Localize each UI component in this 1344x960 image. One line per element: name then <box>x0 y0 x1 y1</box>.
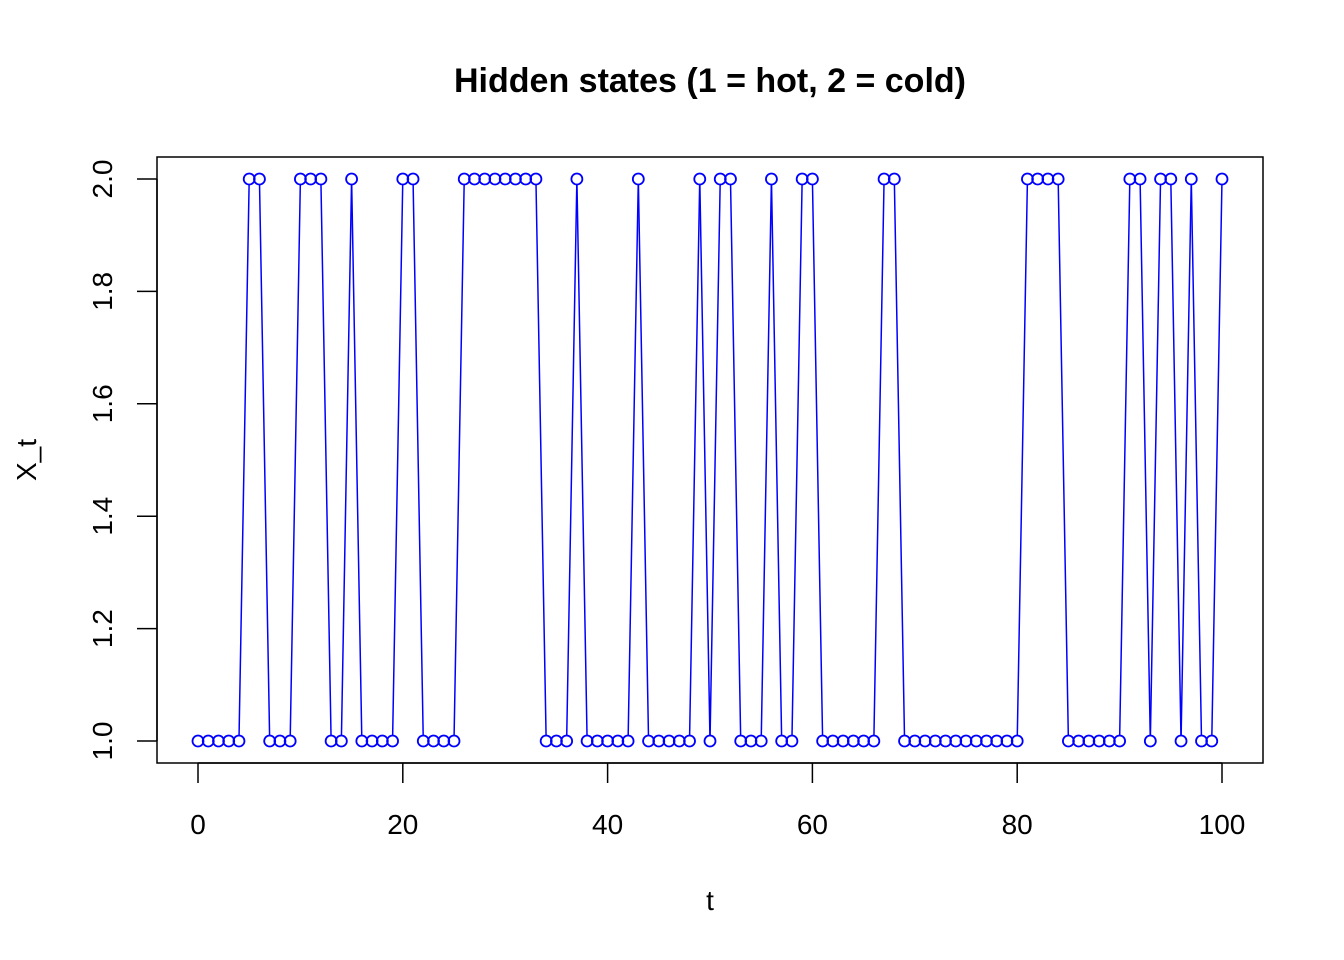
data-point <box>1010 734 1024 748</box>
chart-title: Hidden states (1 = hot, 2 = cold) <box>454 62 966 100</box>
data-point <box>314 172 328 186</box>
series-segment <box>1139 184 1151 736</box>
data-point <box>447 734 461 748</box>
series-segment <box>709 184 721 736</box>
data-point <box>724 172 737 186</box>
data-point <box>765 172 778 186</box>
y-tick-label: 1.4 <box>87 497 118 536</box>
series-segment <box>289 184 302 736</box>
series-segment <box>340 184 353 736</box>
series-segment <box>391 184 404 736</box>
series-segment <box>1190 184 1203 736</box>
data-point <box>560 734 574 748</box>
data-point <box>867 734 881 748</box>
plot-frame <box>156 156 1264 764</box>
data-point <box>806 172 819 186</box>
data-point <box>1113 734 1126 748</box>
series-segment <box>576 184 588 736</box>
series-segment <box>627 184 639 736</box>
series-segment <box>238 184 250 736</box>
x-tick-label: 80 <box>1002 809 1033 840</box>
series-segment <box>811 184 824 736</box>
series-segment <box>1211 184 1223 736</box>
series-segment <box>893 184 906 736</box>
x-axis-label: t <box>706 885 714 916</box>
data-point <box>785 734 799 748</box>
series-segment <box>1016 184 1029 736</box>
x-tick-label: 40 <box>592 809 623 840</box>
series-segment <box>637 184 650 736</box>
data-point <box>631 172 645 186</box>
series-segment <box>535 184 547 736</box>
series-segment <box>1180 184 1192 736</box>
series-segment <box>729 184 742 736</box>
series-segment <box>565 184 578 736</box>
data-point <box>683 734 696 748</box>
series-segment <box>699 184 711 736</box>
data-point <box>283 734 297 748</box>
series-segment <box>1149 184 1162 736</box>
data-point <box>334 734 348 748</box>
data-point <box>754 734 768 748</box>
data-point <box>1164 172 1178 186</box>
y-tick-label: 1.2 <box>87 609 118 648</box>
x-axis: 0 20 40 60 80 100 <box>190 762 1246 840</box>
series-segment <box>688 184 701 736</box>
x-tick-label: 60 <box>797 809 828 840</box>
series-segment <box>760 184 773 736</box>
series-segment <box>1057 184 1070 736</box>
data-point <box>1133 172 1147 186</box>
data-point <box>1215 172 1229 186</box>
data-point <box>1051 172 1065 186</box>
data-point <box>887 172 901 186</box>
series-segment <box>1118 184 1131 736</box>
series-segment <box>320 184 332 736</box>
data-point <box>1205 734 1219 748</box>
y-axis: 1.0 1.2 1.4 1.6 1.8 2.0 <box>87 160 158 761</box>
y-tick-label: 1.6 <box>87 384 118 423</box>
y-tick-label: 1.8 <box>87 272 118 311</box>
series-segment <box>453 184 465 736</box>
y-tick-label: 1.0 <box>87 722 118 761</box>
series-segment <box>412 184 424 736</box>
series-segment <box>258 184 271 736</box>
x-tick-label: 20 <box>387 809 418 840</box>
data-point <box>621 734 635 748</box>
data-point <box>345 172 359 186</box>
data-point <box>693 172 707 186</box>
data-point <box>1184 172 1198 186</box>
y-axis-label: X_t <box>11 439 42 481</box>
series-segment <box>791 184 803 736</box>
data-point <box>253 172 266 186</box>
series-segment <box>873 184 885 736</box>
data-point <box>570 172 584 186</box>
data-point <box>232 734 246 748</box>
y-tick-label: 2.0 <box>87 160 118 199</box>
x-tick-label: 100 <box>1199 809 1246 840</box>
data-point <box>386 734 399 748</box>
series-segment <box>770 184 783 736</box>
x-tick-label: 0 <box>190 809 206 840</box>
data-point <box>1143 734 1157 748</box>
data-point <box>703 734 717 748</box>
series <box>191 172 1229 748</box>
series-segment <box>350 184 363 736</box>
data-point <box>1174 734 1188 748</box>
series-segment <box>1170 184 1182 736</box>
data-point <box>406 172 420 186</box>
data-point <box>529 172 543 186</box>
